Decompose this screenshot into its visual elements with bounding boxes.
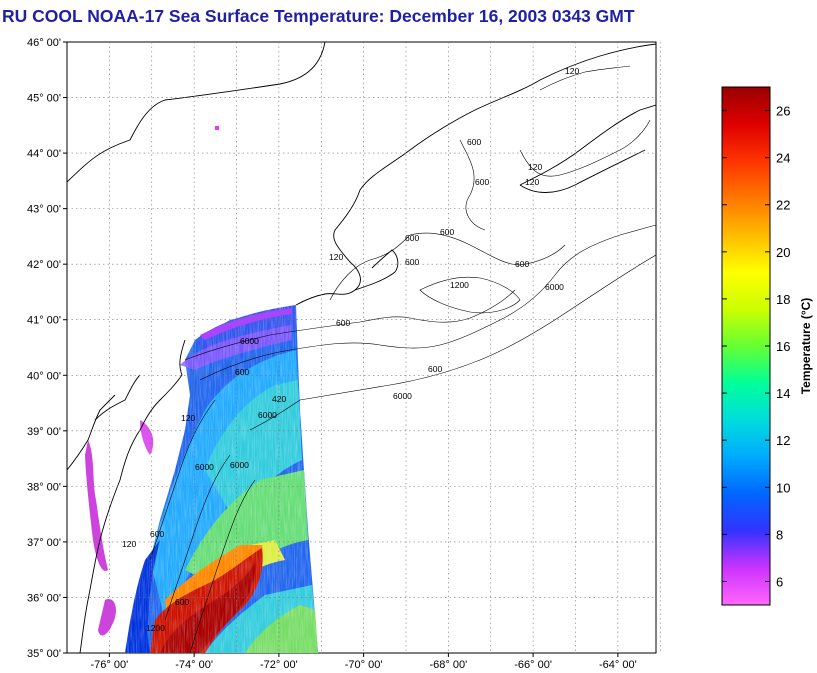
contour-label: 6000	[258, 410, 277, 420]
contour-label: 600	[475, 177, 489, 187]
contour-label: 1200	[450, 280, 469, 290]
lon-tick-label: -74° 00'	[175, 659, 213, 671]
contour-label: 6000	[545, 282, 564, 292]
colorbar-ticks: 6 8 10 12 14 16 18 20 22 24 26	[722, 104, 790, 589]
contour-label: 120	[122, 539, 136, 549]
contour-label: 600	[405, 257, 419, 267]
colorbar-tick-label: 14	[776, 386, 790, 401]
colorbar-label: Temperature (°C)	[799, 298, 813, 395]
sst-noise-texture	[125, 305, 318, 653]
contour-north-bay	[459, 139, 486, 231]
contour-label: 600	[440, 227, 454, 237]
contour-label: 600	[428, 364, 442, 374]
lon-tick-label: -68° 00'	[430, 659, 468, 671]
contour-gulf-of-maine	[329, 232, 566, 301]
lat-tick-label: 44° 00'	[27, 148, 61, 160]
colorbar-tick-label: 24	[776, 151, 790, 166]
coastline-new-england	[295, 43, 656, 306]
lat-tick-label: 41° 00'	[27, 315, 61, 327]
contour-gulf-of-st-lawrence	[519, 119, 651, 177]
contour-label: 120	[565, 66, 579, 76]
lat-tick-label: 35° 00'	[27, 648, 61, 660]
contour-label: 600	[235, 367, 249, 377]
contour-northeast-120	[539, 65, 631, 91]
map-title: RU COOL NOAA-17 Sea Surface Temperature:…	[2, 6, 635, 26]
sst-long-island-sound	[200, 308, 292, 340]
map-content	[67, 42, 656, 653]
contour-label: 600	[515, 259, 529, 269]
contour-label: 120	[525, 177, 539, 187]
contour-label: 600	[405, 233, 419, 243]
contour-georges-bank	[419, 276, 521, 314]
colorbar-tick-label: 20	[776, 245, 790, 260]
sst-pamlico	[98, 599, 116, 636]
coastline-nova-scotia-south	[519, 149, 646, 193]
lat-tick-label: 42° 00'	[27, 259, 61, 271]
graticule-grid	[67, 42, 661, 653]
lat-tick-label: 40° 00'	[27, 370, 61, 382]
contour-label: 420	[272, 394, 286, 404]
lat-tick-label: 37° 00'	[27, 537, 61, 549]
bathymetry-contours	[149, 65, 656, 653]
coastline-north	[67, 42, 326, 183]
coastline-mid-atlantic	[79, 339, 186, 653]
lat-tick-label: 46° 00'	[27, 37, 61, 49]
latitude-axis: 46° 00' 45° 00' 44° 00' 43° 00' 42° 00' 41° 0…	[27, 37, 67, 660]
coastlines	[67, 42, 656, 653]
contour-label: 600	[467, 137, 481, 147]
contour-label: 120	[181, 413, 195, 423]
colorbar-tick-label: 16	[776, 339, 790, 354]
sst-chesapeake-bay	[85, 440, 108, 571]
contour-label-group: 120 600 600 600 600 1200 600 6000 600 6000 600 6000…	[122, 66, 579, 633]
contour-label: 6000	[230, 460, 249, 470]
longitude-axis: -76° 00' -74° 00' -72° 00' -70° 00' -68° 00'…	[91, 653, 637, 671]
coastline-cape-cod	[354, 249, 399, 291]
coastline-chesapeake	[67, 394, 116, 471]
lat-tick-label: 39° 00'	[27, 426, 61, 438]
contour-label: 6000	[240, 336, 259, 346]
coastline-inland	[94, 374, 141, 421]
contour-label: 6000	[393, 391, 412, 401]
lon-tick-label: -64° 00'	[599, 659, 637, 671]
lon-tick-label: -76° 00'	[91, 659, 129, 671]
colorbar-tick-label: 22	[776, 198, 790, 213]
contour-label: 600	[175, 597, 189, 607]
sst-delaware-bay	[140, 420, 154, 455]
contour-label: 600	[150, 529, 164, 539]
coastline-nova-scotia	[519, 104, 656, 186]
lon-tick-label: -70° 00'	[345, 659, 383, 671]
colorbar-tick-label: 12	[776, 433, 790, 448]
lon-tick-label: -66° 00'	[514, 659, 552, 671]
lat-tick-label: 45° 00'	[27, 93, 61, 105]
colorbar-tick-label: 6	[776, 574, 783, 589]
colorbar-tick-label: 8	[776, 527, 783, 542]
lon-tick-label: -72° 00'	[260, 659, 298, 671]
contour-label: 120	[329, 252, 343, 262]
colorbar-tick-label: 26	[776, 104, 790, 119]
contour-600-slope	[199, 224, 656, 381]
contour-label: 120	[528, 162, 542, 172]
colorbar-ramp	[721, 86, 771, 606]
contour-south-slope	[164, 454, 231, 621]
contour-6000-deep	[249, 254, 656, 431]
contour-south-shelf	[149, 399, 216, 561]
lat-tick-label: 43° 00'	[27, 204, 61, 216]
lat-tick-label: 36° 00'	[27, 592, 61, 604]
contour-label: 6000	[195, 462, 214, 472]
colorbar-tick-label: 18	[776, 292, 790, 307]
lat-tick-label: 38° 00'	[27, 481, 61, 493]
contour-south-deep	[189, 479, 256, 653]
sst-speck	[215, 126, 219, 130]
contour-120-shelf	[184, 289, 516, 361]
contour-label: 1200	[146, 623, 165, 633]
contour-label: 600	[336, 318, 350, 328]
colorbar-tick-label: 10	[776, 480, 790, 495]
colorbar: 6 8 10 12 14 16 18 20 22 24 26 Temperature (°C)	[721, 86, 813, 606]
